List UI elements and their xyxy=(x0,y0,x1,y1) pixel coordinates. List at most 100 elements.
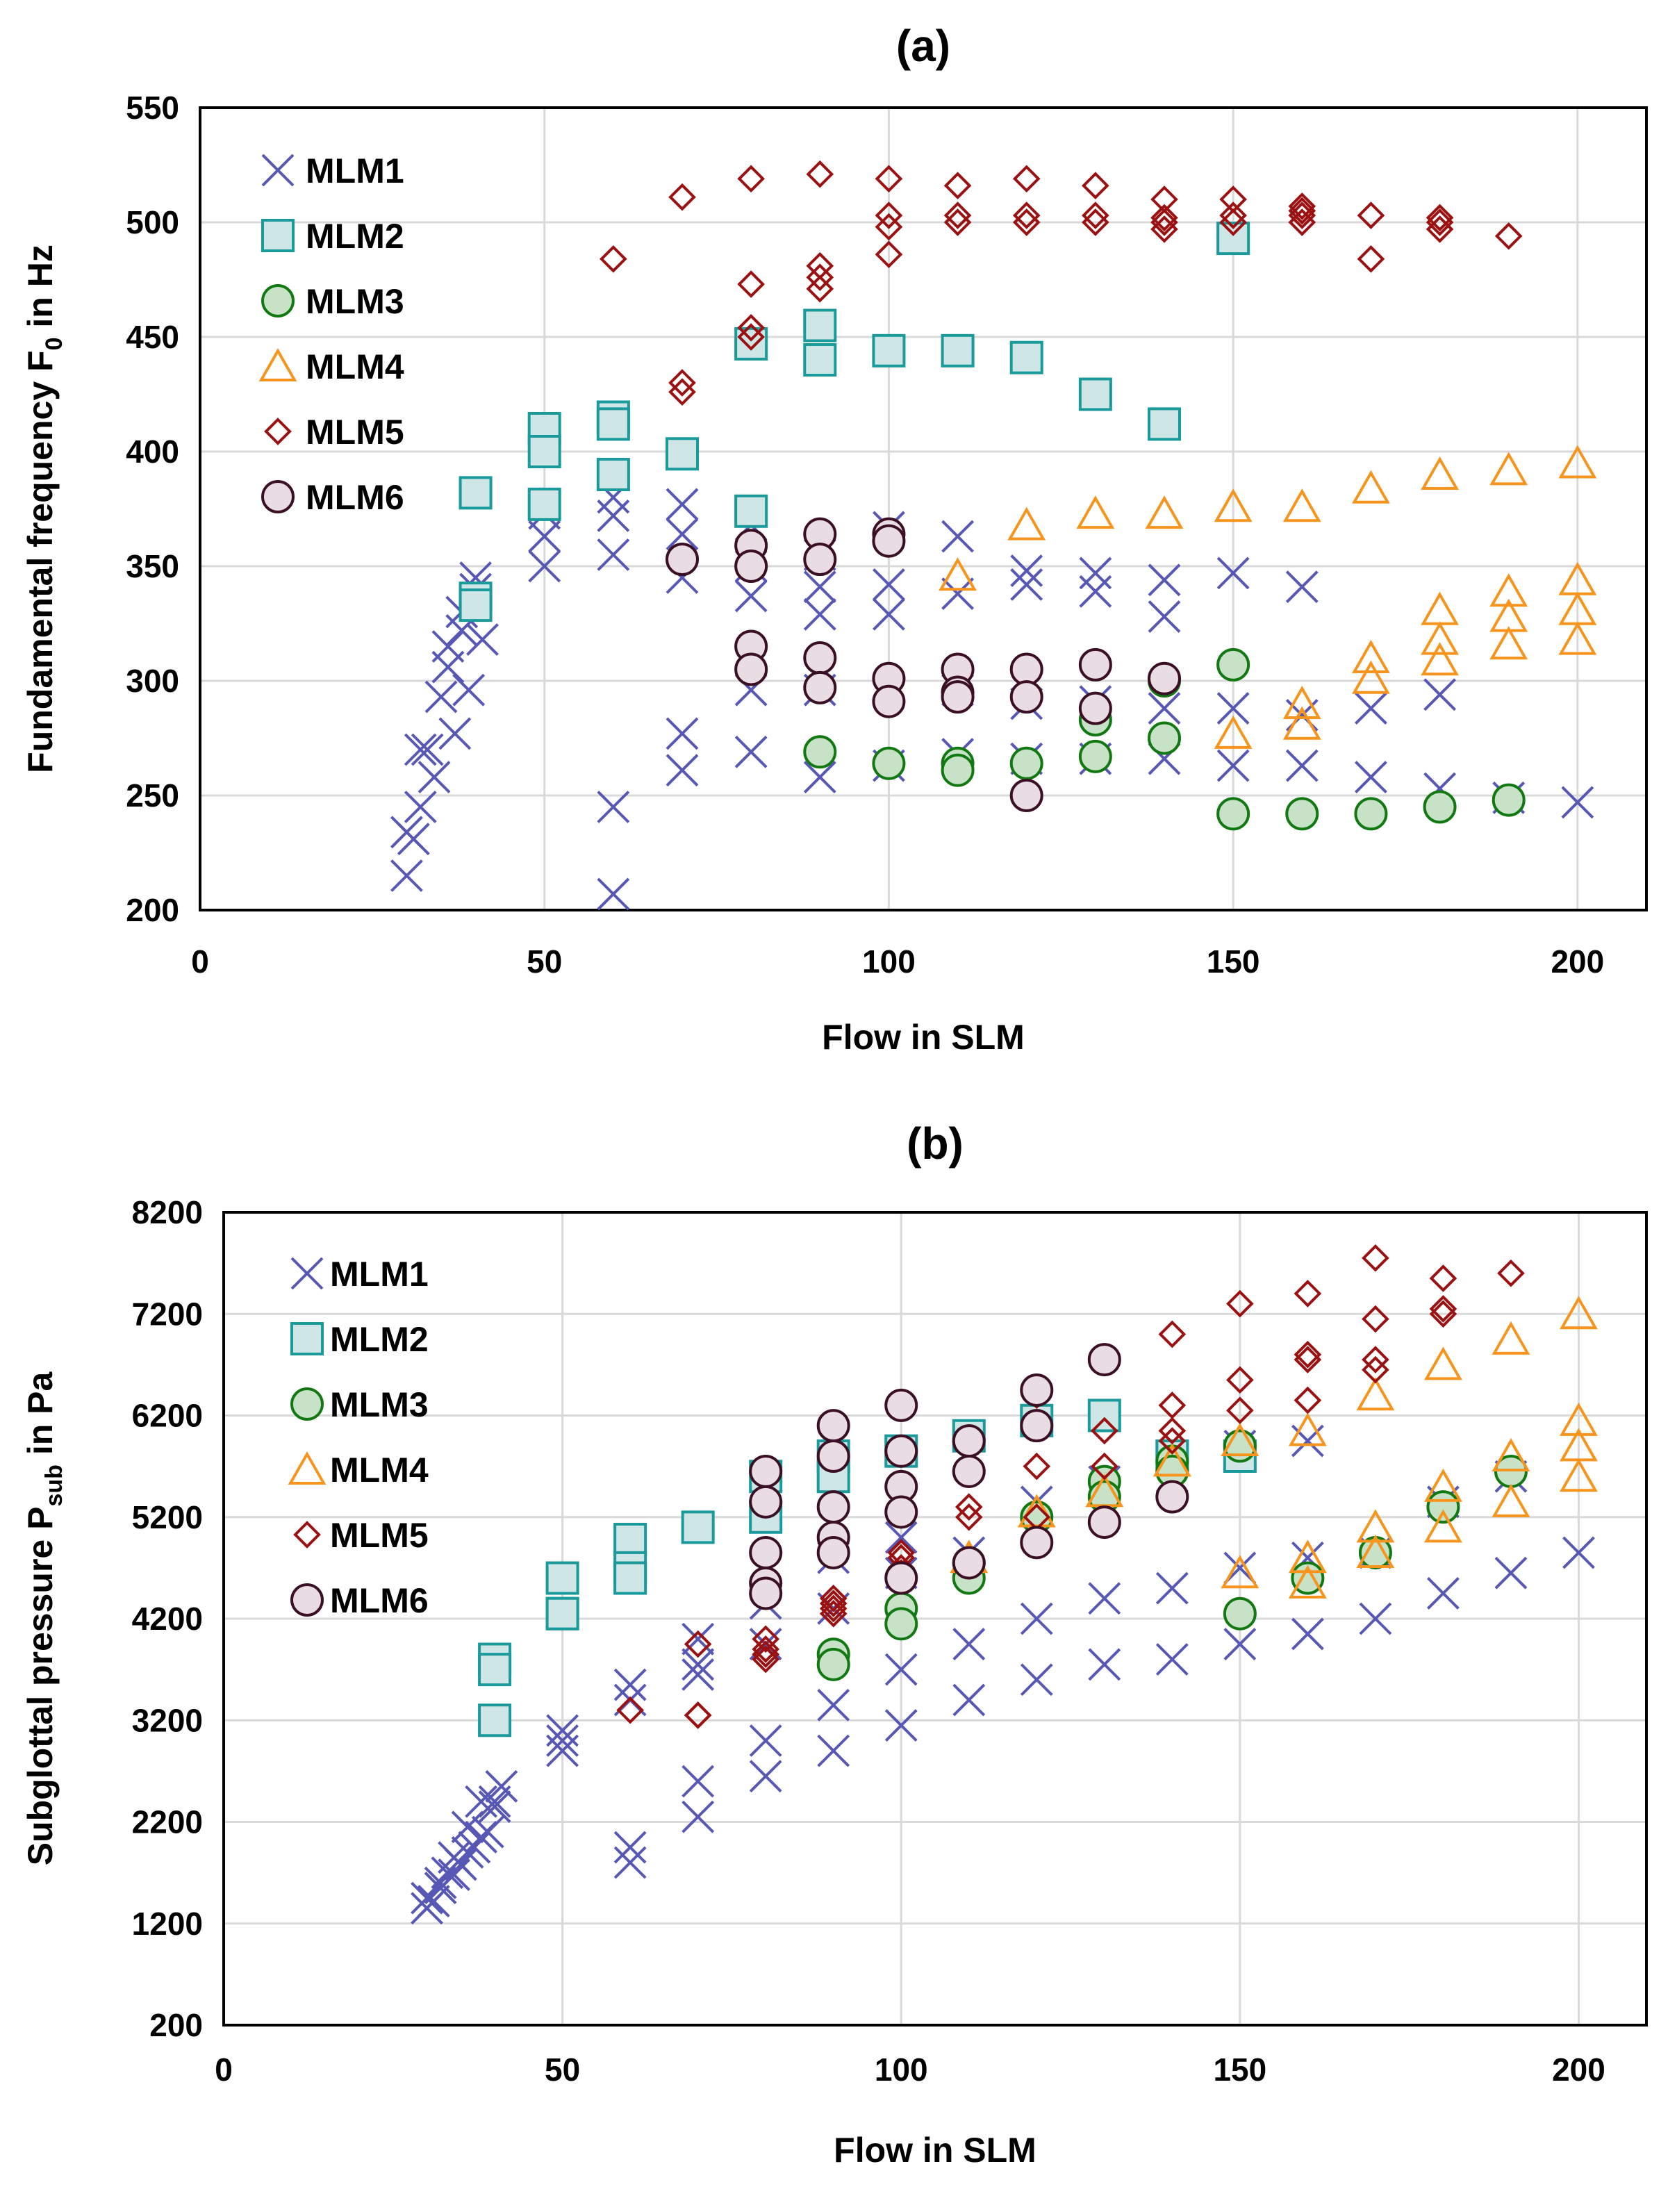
data-point xyxy=(418,761,451,794)
data-point xyxy=(1489,573,1528,607)
data-point xyxy=(1020,1602,1053,1635)
data-point xyxy=(597,877,630,911)
data-point xyxy=(1090,1452,1118,1480)
data-point xyxy=(1078,691,1112,725)
data-point xyxy=(1023,1452,1051,1480)
data-point xyxy=(681,1800,715,1833)
data-point xyxy=(1148,692,1181,725)
data-point xyxy=(749,1454,783,1488)
data-point xyxy=(737,313,765,342)
data-point xyxy=(485,1769,518,1803)
data-point xyxy=(884,1709,918,1742)
y-tick-label: 8200 xyxy=(132,1194,203,1230)
data-point xyxy=(884,1434,918,1468)
data-point xyxy=(952,1454,986,1488)
data-point xyxy=(1009,779,1043,812)
data-point xyxy=(1148,563,1181,597)
data-point xyxy=(1079,575,1112,608)
data-point xyxy=(1155,1643,1189,1676)
y-tick-label: 350 xyxy=(126,548,179,584)
data-point xyxy=(471,1815,504,1849)
data-point xyxy=(1153,1443,1191,1477)
data-point xyxy=(1426,215,1454,243)
legend: MLM1 MLM2 MLM3 MLM4 MLM5 MLM6 xyxy=(288,1255,429,1620)
legend-label: MLM3 xyxy=(330,1385,429,1424)
data-point xyxy=(1492,1437,1530,1471)
data-point xyxy=(613,1846,647,1879)
data-point xyxy=(1492,1483,1530,1517)
data-point xyxy=(545,1596,579,1631)
data-point xyxy=(1494,1556,1528,1590)
data-point xyxy=(1282,488,1321,522)
legend-marker xyxy=(261,480,295,513)
data-point xyxy=(816,1535,850,1569)
data-point xyxy=(1150,208,1178,236)
data-point xyxy=(941,577,974,611)
data-point xyxy=(451,1810,484,1844)
data-point xyxy=(1148,661,1181,695)
data-point xyxy=(749,1760,782,1793)
y-axis-ticks: 200 1200 2200 3200 4200 5200 6200 7200 8200 xyxy=(132,1194,203,2043)
data-point xyxy=(734,494,768,528)
series-mlm2 xyxy=(478,1398,1257,1738)
series-mlm3 xyxy=(816,1429,1528,1681)
data-point xyxy=(943,172,972,200)
data-point xyxy=(1282,706,1321,740)
data-point xyxy=(1351,470,1390,504)
data-point xyxy=(666,518,699,551)
data-point xyxy=(452,673,486,707)
data-point xyxy=(613,1561,647,1595)
data-point xyxy=(459,476,493,510)
y-axis-label: Subglottal pressure Psub in Pa xyxy=(21,1371,67,1866)
data-point xyxy=(1007,506,1046,540)
data-point xyxy=(803,570,836,604)
data-point xyxy=(1362,1355,1389,1384)
data-point xyxy=(681,1648,715,1681)
data-point xyxy=(1223,1596,1257,1631)
data-point xyxy=(684,1701,712,1729)
data-point xyxy=(819,1599,848,1628)
data-point xyxy=(1079,556,1112,590)
data-point xyxy=(1219,208,1247,236)
data-point xyxy=(1288,201,1316,229)
y-tick-label: 250 xyxy=(126,777,179,814)
data-point xyxy=(749,1535,783,1569)
data-point xyxy=(1351,660,1390,694)
data-point xyxy=(803,597,836,631)
data-point xyxy=(1158,1320,1187,1348)
data-point xyxy=(527,487,561,521)
y-axis-ticks: 200 250 300 350 400 450 500 550 xyxy=(126,90,179,928)
data-point xyxy=(875,165,903,193)
data-point xyxy=(1294,1340,1322,1369)
plot-frame xyxy=(199,106,1648,911)
data-point xyxy=(1158,1417,1187,1445)
y-tick-label: 6200 xyxy=(132,1398,203,1434)
x-tick-label: 100 xyxy=(875,2052,928,2088)
series-mlm5 xyxy=(600,160,1523,406)
data-point xyxy=(1562,1536,1595,1569)
data-point xyxy=(1010,554,1043,588)
data-point xyxy=(819,1584,848,1612)
data-point xyxy=(943,201,972,229)
data-point xyxy=(872,524,906,558)
y-tick-label: 7200 xyxy=(132,1296,203,1332)
data-point xyxy=(668,369,696,397)
data-point xyxy=(952,1546,986,1580)
data-point xyxy=(1020,1373,1054,1407)
data-point xyxy=(1492,1321,1530,1355)
legend-marker xyxy=(290,1322,324,1355)
data-point xyxy=(952,1628,986,1660)
data-point xyxy=(597,499,630,532)
data-point xyxy=(1362,1244,1389,1272)
data-point xyxy=(803,308,837,342)
data-point xyxy=(1214,488,1253,522)
data-point xyxy=(1076,495,1115,529)
data-point xyxy=(1082,172,1109,200)
data-point xyxy=(816,1409,850,1443)
data-point xyxy=(884,1653,918,1686)
x-tick-label: 200 xyxy=(1551,943,1604,980)
data-point xyxy=(681,1765,715,1798)
data-point xyxy=(1009,340,1043,374)
data-point xyxy=(1560,1458,1598,1492)
data-point xyxy=(1489,626,1528,660)
